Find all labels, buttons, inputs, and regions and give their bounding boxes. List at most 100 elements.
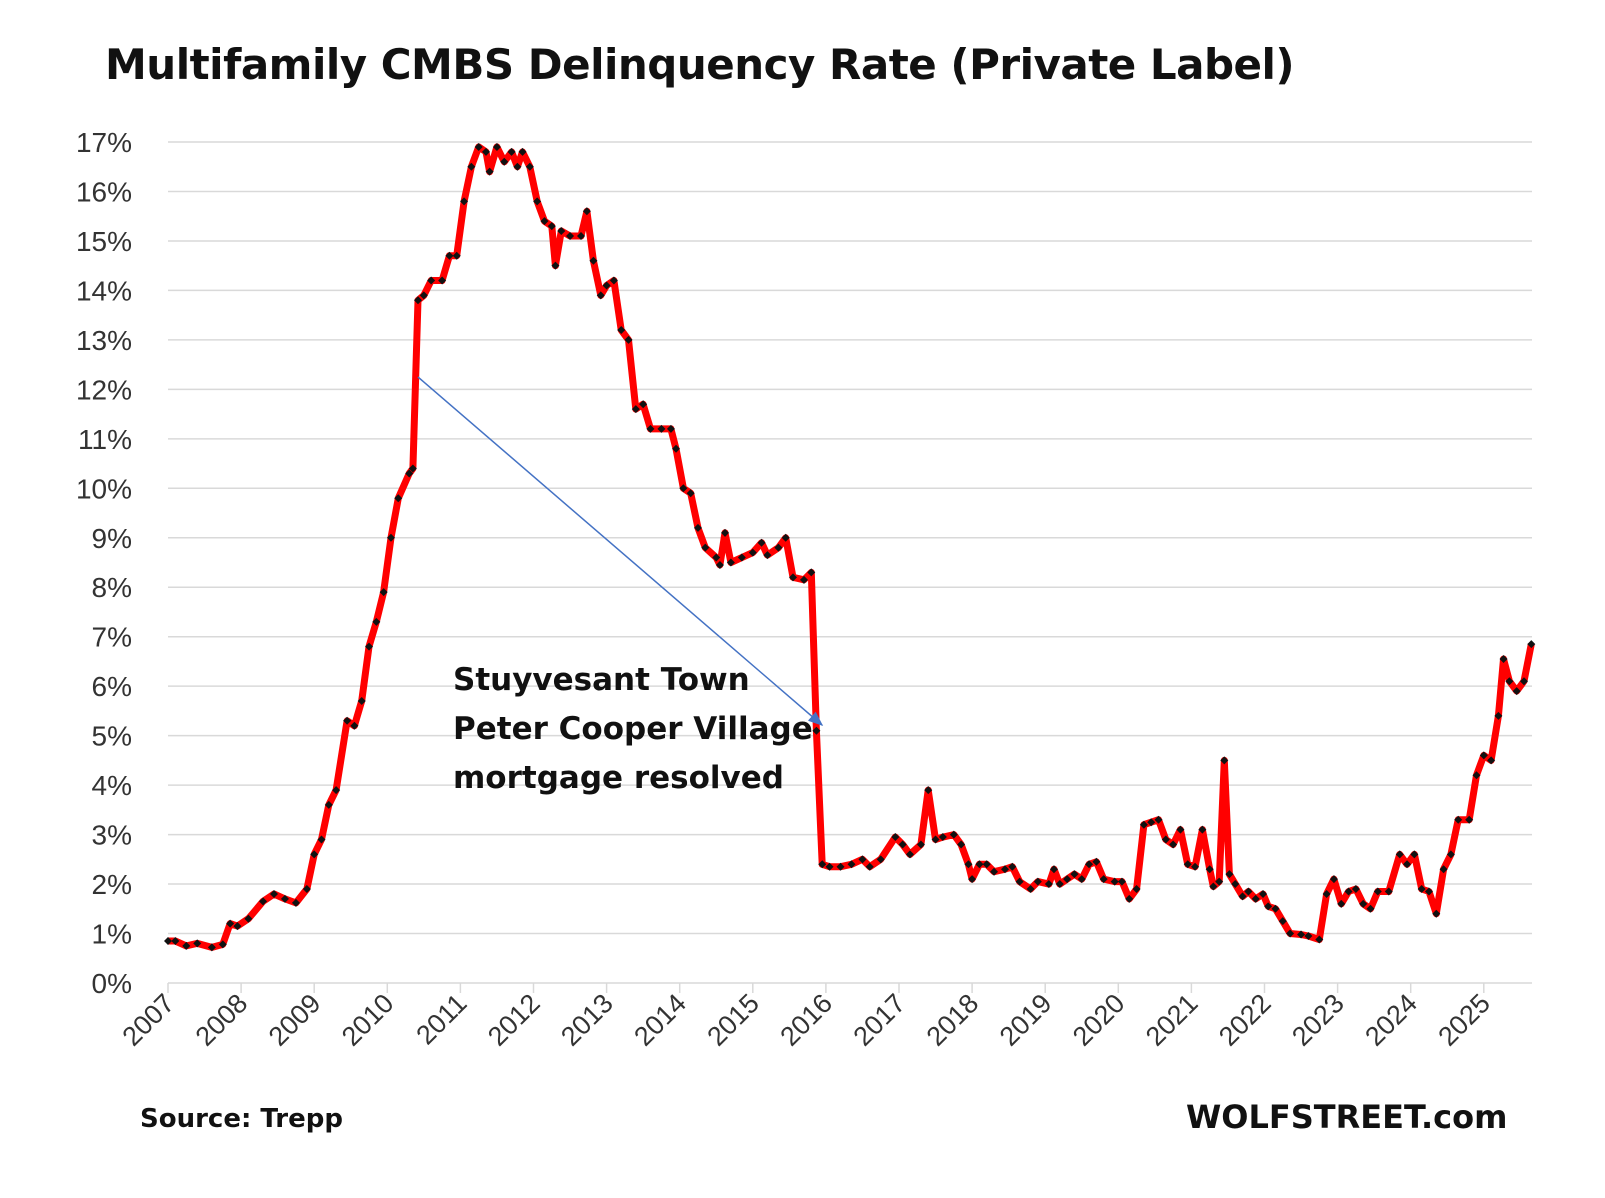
y-tick-label: 10% (76, 473, 132, 504)
brand-label: WOLFSTREET.com (1186, 1098, 1508, 1136)
data-point (1373, 887, 1382, 896)
x-tick-label: 2009 (263, 988, 327, 1052)
y-tick-label: 4% (92, 770, 132, 801)
data-point (405, 469, 414, 478)
data-point (726, 558, 735, 567)
data-point (1251, 894, 1260, 903)
data-point (763, 551, 772, 560)
data-point (1169, 840, 1178, 849)
data-point (968, 875, 977, 884)
data-point (1271, 904, 1280, 913)
data-point (737, 553, 746, 562)
y-tick-label: 12% (76, 374, 132, 405)
annotation-text: Stuyvesant Town Peter Cooper Village mor… (453, 656, 813, 803)
data-point (1161, 835, 1170, 844)
data-point (1110, 877, 1119, 886)
data-point (1304, 932, 1313, 941)
data-point (1077, 875, 1086, 884)
x-tick-label: 2013 (555, 988, 619, 1052)
data-point (324, 800, 333, 809)
data-point (715, 560, 724, 569)
data-point (1329, 875, 1338, 884)
data-point (566, 231, 575, 240)
data-point (474, 142, 483, 151)
data-point (207, 943, 216, 952)
data-point (938, 833, 947, 842)
data-point (547, 222, 556, 231)
data-point (1264, 902, 1273, 911)
x-tick-label: 2012 (482, 988, 546, 1052)
data-point (1205, 865, 1214, 874)
y-tick-label: 13% (76, 325, 132, 356)
data-point (975, 860, 984, 869)
data-point (343, 716, 352, 725)
data-point (617, 325, 626, 334)
data-point (1125, 894, 1134, 903)
y-tick-label: 15% (76, 226, 132, 257)
data-point (379, 588, 388, 597)
data-point (748, 548, 757, 557)
data-point (365, 642, 374, 651)
x-tick-label: 2011 (410, 988, 472, 1050)
data-point (964, 860, 973, 869)
data-point (1063, 875, 1072, 884)
data-point (1117, 877, 1126, 886)
data-point (1395, 850, 1404, 859)
data-point (807, 568, 816, 577)
data-point (1446, 850, 1455, 859)
data-point (452, 251, 461, 260)
data-point (1176, 825, 1185, 834)
data-point (646, 424, 655, 433)
data-point (858, 855, 867, 864)
data-point (1337, 899, 1346, 908)
data-point (781, 533, 790, 542)
x-tick-label: 2018 (921, 988, 985, 1052)
data-point (1085, 860, 1094, 869)
y-tick-label: 0% (92, 968, 132, 999)
data-point (408, 464, 417, 473)
data-point (1147, 818, 1156, 827)
data-point (1000, 865, 1009, 874)
data-point (1191, 862, 1200, 871)
data-point (394, 494, 403, 503)
data-point (1198, 825, 1207, 834)
data-point (226, 919, 235, 928)
x-tick-label: 2024 (1359, 988, 1423, 1052)
y-tick-label: 5% (92, 721, 132, 752)
data-point (789, 573, 798, 582)
data-point (1055, 880, 1064, 889)
annotation-line: Stuyvesant Town (453, 662, 750, 698)
data-point (1417, 885, 1426, 894)
data-point (949, 830, 958, 839)
data-point (1259, 889, 1268, 898)
data-point (525, 162, 534, 171)
data-point (1015, 877, 1024, 886)
data-point (193, 939, 202, 948)
data-point (310, 850, 319, 859)
data-point (182, 941, 191, 950)
data-point (891, 833, 900, 842)
y-tick-label: 8% (92, 572, 132, 603)
x-tick-label: 2014 (628, 988, 692, 1052)
data-point (1472, 771, 1481, 780)
data-point (280, 894, 289, 903)
data-point (218, 940, 227, 949)
data-point (317, 835, 326, 844)
data-point (1479, 751, 1488, 760)
data-point (693, 523, 702, 532)
data-point (589, 256, 598, 265)
data-point (269, 889, 278, 898)
data-point (533, 197, 542, 206)
data-point (672, 444, 681, 453)
data-point (1225, 870, 1234, 879)
y-tick-label: 2% (92, 869, 132, 900)
data-point (1454, 815, 1463, 824)
data-point (931, 835, 940, 844)
data-point (500, 157, 509, 166)
y-tick-label: 9% (92, 523, 132, 554)
data-point (445, 251, 454, 260)
y-tick-label: 14% (76, 275, 132, 306)
data-point (1505, 677, 1514, 686)
data-point (1439, 865, 1448, 874)
y-tick-label: 16% (76, 176, 132, 207)
